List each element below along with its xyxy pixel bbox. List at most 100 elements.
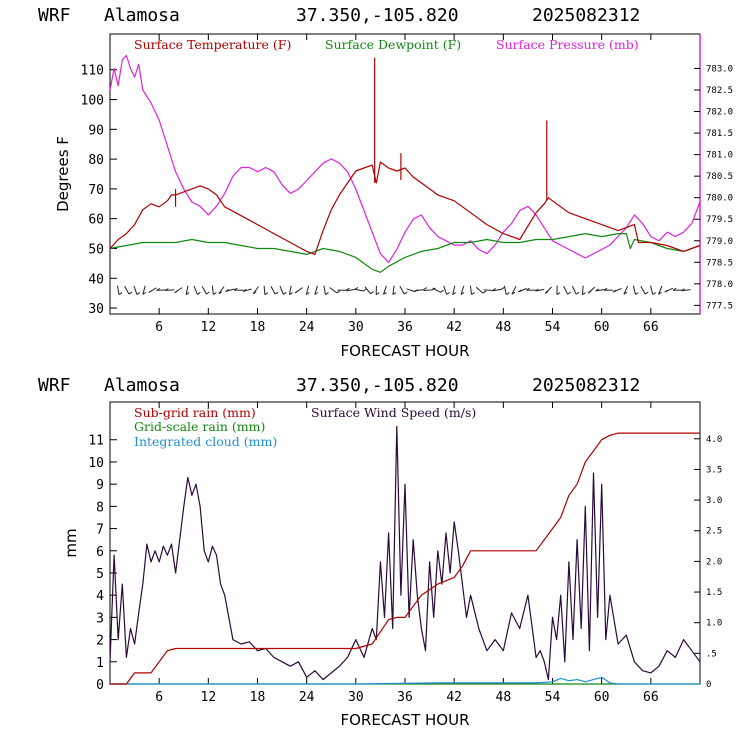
wind-barb-flag <box>575 291 580 295</box>
wind-barb-flag <box>471 292 475 296</box>
wind-barb <box>452 285 456 295</box>
x-tick-label-1-7: 48 <box>496 690 512 705</box>
legend-wind-speed: Surface Wind Speed (m/s) <box>311 405 476 420</box>
top-legend: Surface Temperature (F) Surface Dewpoint… <box>134 37 639 52</box>
wind-barb-flag <box>375 292 380 296</box>
y2-tick-label-0-8: 781.5 <box>706 129 733 139</box>
y-tick-label-1-2: 2 <box>96 634 104 649</box>
wind-barb-flag <box>363 288 367 292</box>
bottom-header: WRF Alamosa 37.350,-105.820 2025082312 <box>38 375 640 396</box>
top-x-axis-label: FORECAST HOUR <box>340 342 469 360</box>
wind-barb <box>279 285 284 295</box>
y-tick-label-0-0: 30 <box>88 302 104 317</box>
top-y-axis-label: Degrees F <box>54 136 72 212</box>
y-tick-label-0-7: 100 <box>81 94 104 109</box>
wind-barb <box>632 285 636 295</box>
wind-barb-flag <box>535 288 539 292</box>
wind-barb-flag <box>623 291 628 295</box>
y-tick-label-1-1: 1 <box>96 656 104 671</box>
wind-barb-flag <box>652 292 657 295</box>
y2-tick-label-1-6: 3.0 <box>706 496 722 506</box>
wind-barb <box>364 286 371 295</box>
wind-barb-flag <box>587 290 592 294</box>
y-tick-label-1-9: 9 <box>96 478 104 493</box>
wind-barb-flag <box>233 287 238 291</box>
x-tick-label-0-2: 18 <box>250 320 266 335</box>
wind-barb <box>185 285 189 295</box>
y-tick-label-1-10: 10 <box>88 456 104 471</box>
wind-barb-flag <box>289 292 293 296</box>
y-tick-label-0-6: 90 <box>88 123 104 138</box>
wind-barb-flag <box>136 291 141 295</box>
wind-barb <box>483 289 493 291</box>
x-tick-label-0-1: 12 <box>201 320 217 335</box>
header-model: WRF <box>38 5 71 26</box>
wind-barb <box>623 285 629 295</box>
wind-barb-flag <box>681 288 685 292</box>
surface-dewpoint-line <box>109 233 701 273</box>
x-tick-label-0-10: 66 <box>643 320 659 335</box>
legend-subgrid-rain: Sub-grid rain (mm) <box>134 405 256 420</box>
wind-barb-flag <box>225 288 229 292</box>
y2-tick-label-1-5: 2.5 <box>706 527 722 537</box>
wind-barb <box>117 285 120 295</box>
x-tick-label-0-6: 42 <box>446 320 462 335</box>
wind-barb <box>503 285 507 295</box>
surface-pressure-line <box>109 54 701 263</box>
surface-temperature-line <box>109 161 701 255</box>
wind-barb <box>460 285 465 295</box>
wind-barb-flag <box>314 292 319 295</box>
sub-grid-rain-line <box>110 432 700 685</box>
wind-barb-flag <box>664 289 669 293</box>
header-coords: 37.350,-105.820 <box>296 5 459 26</box>
x-tick-label-1-8: 54 <box>545 690 561 705</box>
wind-barb-flag <box>264 292 269 296</box>
wind-barb-flag <box>612 289 617 293</box>
wind-barb-flag <box>185 292 190 296</box>
wind-barb <box>681 289 691 292</box>
header-site-2: Alamosa <box>104 375 180 396</box>
wind-barb <box>218 286 225 295</box>
top-header: WRF Alamosa 37.350,-105.820 2025082312 <box>38 5 640 26</box>
y2-tick-label-0-10: 782.5 <box>706 86 733 96</box>
y-tick-label-1-5: 5 <box>96 567 104 582</box>
header-model-2: WRF <box>38 375 71 396</box>
wind-barb-flag <box>492 287 496 291</box>
wind-barb <box>124 286 130 295</box>
wind-barb <box>571 285 577 295</box>
wind-barb <box>270 285 276 295</box>
legend-surface-pressure: Surface Pressure (mb) <box>496 37 639 52</box>
y2-tick-label-0-5: 780.0 <box>706 194 733 204</box>
x-tick-label-1-2: 18 <box>250 690 266 705</box>
top-plot-frame <box>109 33 701 315</box>
x-tick-label-0-0: 6 <box>155 320 163 335</box>
wind-barb <box>133 285 138 295</box>
wind-barb-flag <box>482 290 487 294</box>
y-tick-label-1-8: 8 <box>96 500 104 515</box>
wind-barb-flag <box>556 292 561 296</box>
header-site: Alamosa <box>104 5 180 26</box>
y-tick-label-0-2: 50 <box>88 242 104 257</box>
wind-barb-flag <box>252 291 257 295</box>
y-tick-label-1-6: 6 <box>96 545 104 560</box>
wind-barb <box>535 288 545 292</box>
wind-barb-flag <box>672 287 677 291</box>
x-tick-label-0-5: 36 <box>397 320 413 335</box>
y-tick-label-0-8: 110 <box>81 64 104 79</box>
wind-barb <box>469 285 472 295</box>
wind-barb <box>288 285 292 295</box>
wind-barb <box>650 285 654 295</box>
integrated-cloud-line <box>110 676 700 685</box>
y2-tick-label-1-1: .5 <box>706 649 717 659</box>
header-run-2: 2025082312 <box>532 375 640 396</box>
wind-barb-flag <box>506 292 510 296</box>
wind-barb-flag <box>544 290 549 294</box>
wind-barb-flag <box>518 289 522 293</box>
x-tick-label-1-1: 12 <box>201 690 217 705</box>
y-tick-label-1-7: 7 <box>96 523 104 538</box>
y-tick-label-0-4: 70 <box>88 183 104 198</box>
y2-tick-label-0-1: 778.0 <box>706 280 733 290</box>
wind-barb <box>193 285 198 295</box>
wind-barb <box>582 285 584 295</box>
wind-barb <box>314 285 318 295</box>
